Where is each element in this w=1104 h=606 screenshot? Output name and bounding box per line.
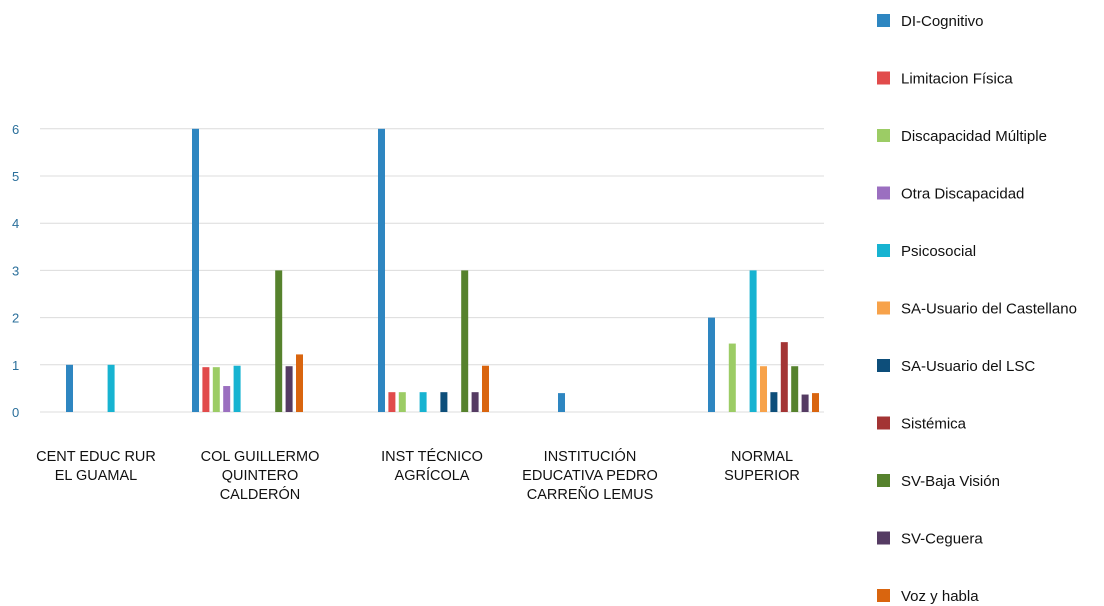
- legend-label: Sistémica: [901, 416, 967, 433]
- legend-swatch: [877, 531, 890, 545]
- x-category-label: COL GUILLERMO: [201, 449, 320, 465]
- y-tick-label: 6: [12, 122, 19, 137]
- bar: [760, 366, 767, 412]
- legend-swatch: [877, 186, 890, 200]
- legend-swatch: [877, 71, 890, 85]
- bar: [482, 365, 489, 412]
- legend-label: SV-Ceguera: [901, 531, 983, 548]
- x-category-label: EDUCATIVA PEDRO: [522, 468, 658, 484]
- bar: [275, 270, 283, 412]
- bar: [388, 392, 396, 412]
- x-category-label: SUPERIOR: [724, 468, 800, 484]
- y-tick-label: 0: [12, 405, 19, 420]
- x-category-label: NORMAL: [731, 449, 793, 465]
- legend-label: SV-Baja Visión: [901, 473, 1000, 490]
- bar: [708, 317, 715, 412]
- bar: [233, 365, 241, 412]
- legend-label: Otra Discapacidad: [901, 186, 1024, 203]
- legend-swatch: [877, 14, 890, 27]
- x-category-label: EL GUAMAL: [55, 468, 137, 484]
- bar: [223, 386, 231, 412]
- x-category-label: INSTITUCIÓN: [544, 448, 637, 465]
- bar: [212, 367, 220, 412]
- bar: [285, 366, 293, 412]
- x-category-label: INST TÉCNICO: [381, 448, 483, 465]
- y-tick-label: 4: [12, 216, 19, 231]
- x-category-label: CARREÑO LEMUS: [527, 486, 654, 503]
- legend-label: Voz y habla: [901, 588, 979, 605]
- legend-swatch: [877, 474, 890, 487]
- bar: [440, 392, 448, 412]
- bar: [419, 392, 427, 412]
- bar: [192, 128, 199, 413]
- y-tick-label: 3: [12, 263, 19, 278]
- bar: [791, 366, 799, 412]
- legend-label: SA-Usuario del Castellano: [901, 301, 1077, 318]
- bar: [728, 343, 736, 412]
- bar: [471, 392, 479, 412]
- x-axis-categories: CENT EDUC RUR EL GUAMAL COL GUILLERMO QUINT…: [36, 448, 800, 503]
- bar: [558, 393, 565, 412]
- legend-swatch: [877, 129, 890, 142]
- legend-label: Psicosocial: [901, 243, 976, 260]
- bar: [66, 364, 73, 412]
- bar: [378, 128, 385, 413]
- legend-swatch: [877, 359, 890, 372]
- x-category-label: QUINTERO: [222, 468, 299, 484]
- y-tick-label: 5: [12, 169, 19, 184]
- legend-swatch: [877, 416, 890, 430]
- bar: [749, 270, 757, 412]
- bar: [461, 270, 469, 412]
- bar: [770, 392, 778, 412]
- bar: [780, 342, 788, 412]
- legend-label: SA-Usuario del LSC: [901, 358, 1035, 375]
- gridlines: [40, 128, 824, 413]
- bar: [812, 393, 819, 412]
- legend-label: Limitacion Física: [901, 71, 1013, 88]
- bars: [66, 128, 819, 413]
- legend-swatch: [877, 301, 890, 315]
- bar: [296, 354, 303, 412]
- legend-swatch: [877, 244, 890, 257]
- legend: DI-Cognitivo Limitacion Física Discapacida…: [877, 13, 1077, 605]
- legend-label: Discapacidad Múltiple: [901, 128, 1047, 145]
- bar: [202, 367, 210, 412]
- bar: [398, 392, 406, 412]
- y-tick-label: 1: [12, 358, 19, 373]
- x-category-label: AGRÍCOLA: [395, 467, 470, 484]
- y-axis-ticks: 0 1 2 3 4 5 6: [12, 122, 19, 420]
- legend-swatch: [877, 589, 890, 602]
- legend-label: DI-Cognitivo: [901, 13, 984, 30]
- bar: [107, 364, 115, 412]
- y-tick-label: 2: [12, 311, 19, 326]
- x-category-label: CALDERÓN: [220, 486, 301, 503]
- x-category-label: CENT EDUC RUR: [36, 449, 156, 465]
- bar: [801, 394, 809, 412]
